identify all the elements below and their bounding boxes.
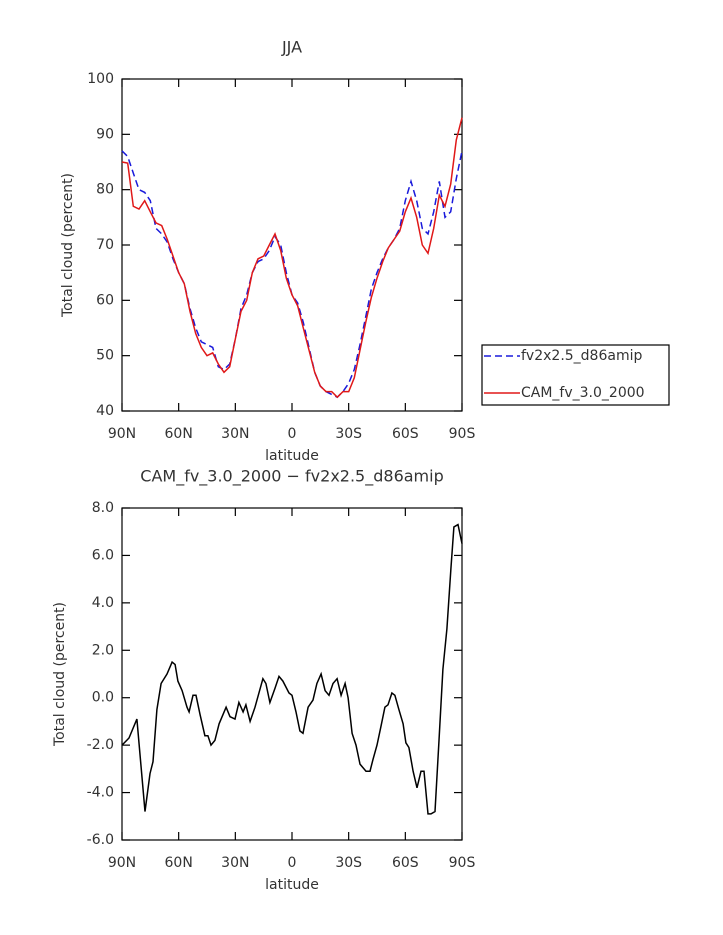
- x-tick-label: 60S: [392, 426, 419, 442]
- y-tick-label: 8.0: [92, 500, 114, 516]
- chart-title: JJA: [281, 38, 302, 57]
- x-tick-label: 60N: [165, 855, 193, 871]
- x-tick-label: 90N: [108, 855, 136, 871]
- data-line: [121, 117, 463, 399]
- plot-frame: [121, 78, 463, 412]
- x-tick-label: 90S: [449, 426, 476, 442]
- y-tick-label: 60: [96, 292, 114, 308]
- y-tick-label: 90: [96, 126, 114, 142]
- y-tick-label: 2.0: [92, 642, 114, 658]
- legend-box: [481, 344, 670, 406]
- x-tick-label: 90S: [449, 855, 476, 871]
- x-tick-label: 30S: [335, 426, 362, 442]
- x-axis-label: latitude: [265, 877, 319, 893]
- x-tick-label: 30N: [221, 855, 249, 871]
- y-tick-label: 80: [96, 182, 114, 198]
- x-tick-label: 0: [288, 855, 297, 871]
- x-tick-label: 30N: [221, 426, 249, 442]
- y-axis-label: Total cloud (percent): [60, 173, 76, 318]
- x-axis-label: latitude: [265, 448, 319, 464]
- x-tick-label: 30S: [335, 855, 362, 871]
- x-tick-label: 60N: [165, 426, 193, 442]
- legend-label: fv2x2.5_d86amip: [521, 348, 642, 364]
- x-tick-label: 60S: [392, 855, 419, 871]
- y-tick-label: -2.0: [87, 737, 114, 753]
- plot-frame: [121, 507, 463, 841]
- y-tick-label: 6.0: [92, 547, 114, 563]
- y-tick-label: -6.0: [87, 832, 114, 848]
- y-tick-label: 70: [96, 237, 114, 253]
- chart-title: CAM_fv_3.0_2000 − fv2x2.5_d86amip: [140, 467, 443, 487]
- y-tick-label: 100: [87, 71, 114, 87]
- data-line: [121, 523, 463, 815]
- data-line: [121, 150, 463, 399]
- y-tick-label: 4.0: [92, 595, 114, 611]
- y-tick-label: 0.0: [92, 690, 114, 706]
- y-axis-label: Total cloud (percent): [52, 602, 68, 747]
- legend-label: CAM_fv_3.0_2000: [521, 385, 645, 401]
- y-tick-label: 50: [96, 348, 114, 364]
- x-tick-label: 0: [288, 426, 297, 442]
- y-tick-label: 40: [96, 403, 114, 419]
- x-tick-label: 90N: [108, 426, 136, 442]
- y-tick-label: -4.0: [87, 785, 114, 801]
